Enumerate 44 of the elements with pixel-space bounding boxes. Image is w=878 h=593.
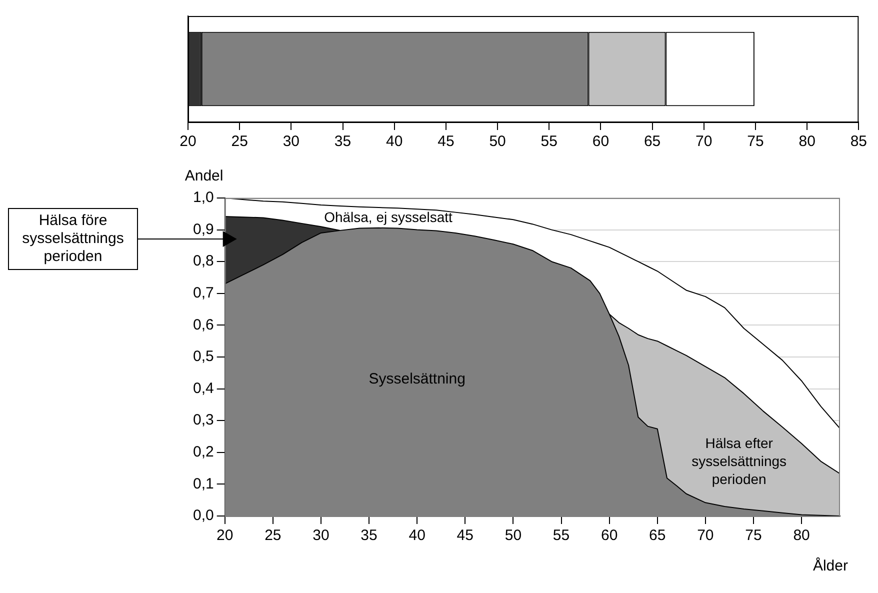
x-tick-label: 60 [600, 527, 618, 544]
y-axis-title: Andel [184, 168, 224, 185]
x-tick-label: 45 [438, 133, 454, 150]
y-tick-label: 0,7 [192, 284, 214, 302]
x-tick-label: 20 [180, 133, 196, 150]
y-tick-label: 0,4 [192, 380, 214, 397]
x-tick-label: 25 [264, 527, 282, 544]
x-tick-label: 40 [386, 133, 403, 150]
y-tick-label: 0,9 [192, 220, 214, 238]
series-label: Hälsa efter sysselsättnings perioden [692, 434, 787, 487]
x-tick-label: 75 [745, 527, 762, 544]
y-tick-label: 0,6 [192, 316, 214, 334]
y-tick-label: 0,8 [192, 252, 214, 270]
x-tick-label: 35 [334, 133, 352, 150]
x-tick-label: 35 [360, 527, 378, 544]
x-tick-label: 25 [231, 133, 248, 150]
x-tick-label: 70 [697, 527, 714, 544]
series-label: Ohälsa, ej sysselsatt [324, 208, 453, 225]
y-tick-label: 0,3 [192, 412, 214, 429]
x-axis-title: Ålder [812, 556, 848, 575]
y-tick-label: 0,5 [192, 348, 214, 366]
x-tick-label: 75 [747, 133, 764, 150]
x-tick-label: 55 [540, 133, 558, 150]
x-tick-label: 80 [793, 527, 810, 544]
x-tick-label: 80 [798, 133, 816, 150]
x-tick-label: 20 [216, 527, 234, 544]
x-tick-label: 50 [504, 527, 522, 544]
text: Hälsa före sysselsättnings perioden [8, 208, 138, 270]
y-tick-label: 0,2 [192, 444, 214, 461]
x-tick-label: 65 [644, 133, 661, 150]
x-tick-label: 40 [408, 527, 426, 544]
x-tick-label: 65 [649, 527, 666, 544]
y-tick-label: 0,1 [192, 475, 214, 492]
x-tick-label: 55 [552, 527, 570, 544]
y-tick-label: 0,0 [192, 507, 214, 524]
x-tick-label: 50 [489, 133, 506, 150]
x-tick-label: 30 [312, 527, 330, 544]
x-tick-label: 70 [696, 133, 712, 150]
series-label: Sysselsättning [368, 370, 466, 388]
x-tick-label: 45 [456, 527, 474, 544]
y-tick-label: 1,0 [192, 189, 214, 206]
x-tick-label: 85 [850, 133, 867, 150]
x-tick-label: 30 [282, 133, 300, 150]
x-tick-label: 60 [592, 133, 610, 150]
